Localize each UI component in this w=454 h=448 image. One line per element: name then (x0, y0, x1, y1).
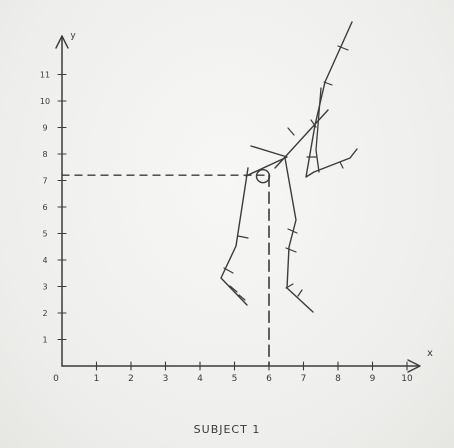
upper-limb-tick-1 (323, 81, 333, 86)
x-tick-label-7: 7 (301, 374, 307, 384)
y-axis-label: y (70, 31, 76, 41)
y-tick-label-1: 1 (42, 336, 47, 345)
x-tick-label-9: 9 (370, 374, 376, 384)
right-leg-tick-2 (285, 283, 294, 289)
x-axis-arrow (407, 359, 421, 373)
hip-joint-circle (255, 168, 271, 184)
upper-limb (305, 21, 358, 178)
x-tick-label-5: 5 (232, 374, 238, 384)
x-tick-label-0: 0 (53, 374, 59, 384)
caption: SUBJECT 1 (193, 423, 261, 436)
right-leg-tick-3 (297, 289, 303, 297)
x-tick-label-6: 6 (266, 374, 272, 384)
x-tick-label-4: 4 (197, 374, 203, 384)
x-tick-label-10: 10 (401, 374, 413, 384)
y-tick-label-5: 5 (42, 230, 47, 239)
left-leg-tick-3 (238, 294, 246, 301)
x-tick-label-8: 8 (335, 374, 341, 384)
upper-limb-tick-0 (337, 45, 349, 51)
left-leg-tick-2 (229, 285, 238, 293)
x-tick-label-2: 2 (128, 374, 134, 384)
y-tick-label-6: 6 (42, 203, 47, 212)
hip-wedge (245, 145, 288, 177)
upper-limb-inner (315, 87, 322, 173)
left-leg-tick-1 (223, 267, 234, 274)
x-axis-label: x (427, 348, 433, 359)
arm-tick-0 (287, 127, 295, 136)
x-tick-label-3: 3 (163, 374, 169, 384)
right-leg-tick-0 (287, 228, 298, 234)
x-tick-label-1: 1 (94, 374, 100, 384)
right-leg-tick-1 (285, 247, 297, 253)
y-tick-label-8: 8 (42, 150, 47, 159)
y-axis-arrow (55, 35, 69, 49)
y-tick-label-11: 11 (40, 71, 50, 80)
arm-segment (274, 109, 329, 169)
y-tick-label-10: 10 (40, 97, 50, 106)
y-tick-label-3: 3 (42, 283, 47, 292)
upper-limb-tick-3 (339, 161, 344, 169)
y-tick-label-2: 2 (42, 309, 47, 318)
y-tick-label-7: 7 (42, 177, 47, 186)
y-tick-label-4: 4 (42, 256, 47, 265)
left-leg-tick-0 (237, 235, 249, 239)
left-leg (220, 167, 249, 306)
right-leg (284, 157, 314, 313)
y-tick-label-9: 9 (42, 124, 47, 133)
